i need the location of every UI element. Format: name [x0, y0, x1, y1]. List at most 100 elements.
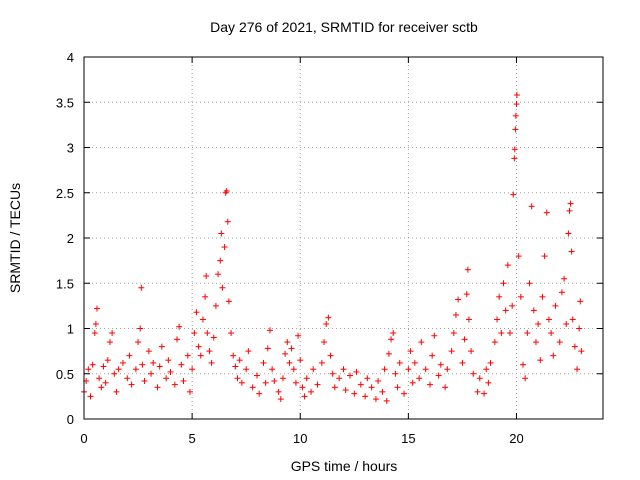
data-point [474, 388, 481, 395]
data-point [463, 291, 470, 298]
chart-title: Day 276 of 2021, SRMTID for receiver sct… [210, 19, 478, 35]
x-axis-label: GPS time / hours [291, 458, 398, 474]
data-point [236, 357, 243, 364]
data-point [530, 307, 537, 314]
data-point [141, 377, 148, 384]
data-point [550, 352, 557, 359]
data-point [290, 366, 297, 373]
data-point [364, 375, 371, 382]
data-point [577, 298, 584, 305]
data-point [165, 357, 172, 364]
data-point [262, 379, 269, 386]
data-point [223, 187, 230, 194]
x-tick-label: 0 [80, 431, 87, 446]
data-point [225, 298, 232, 305]
data-point [405, 366, 412, 373]
data-point [85, 366, 92, 373]
data-point [357, 381, 364, 388]
data-point [93, 305, 100, 312]
data-point [204, 330, 211, 337]
data-point [336, 375, 343, 382]
data-point [504, 262, 511, 269]
data-point [115, 366, 122, 373]
data-points [81, 92, 585, 404]
data-point [574, 366, 581, 373]
data-point [154, 384, 161, 391]
data-point [431, 332, 438, 339]
data-point [106, 339, 113, 346]
data-point [282, 350, 289, 357]
data-point [308, 388, 315, 395]
data-point [515, 253, 522, 260]
data-point [556, 339, 563, 346]
data-point [511, 146, 518, 153]
data-point [202, 293, 209, 300]
data-point [362, 393, 369, 400]
data-point [156, 363, 163, 370]
data-point [98, 384, 105, 391]
y-tick-label: 2.5 [56, 186, 74, 201]
data-point [448, 348, 455, 355]
data-point [275, 388, 282, 395]
data-point [545, 316, 552, 323]
data-point [128, 381, 135, 388]
data-point [299, 384, 306, 391]
data-point [245, 348, 252, 355]
data-point [266, 327, 273, 334]
data-point [510, 191, 517, 198]
data-point [539, 293, 546, 300]
data-point [351, 390, 358, 397]
data-point [195, 343, 202, 350]
data-point [452, 311, 459, 318]
data-point [427, 381, 433, 388]
data-point [218, 230, 225, 237]
axis-ticks: 0 0.5 1 1.5 2 2.5 3 3.5 4 0 5 10 15 20 [56, 50, 603, 446]
data-point [532, 339, 539, 346]
data-point [206, 348, 213, 355]
data-point [217, 257, 224, 264]
data-point [303, 375, 310, 382]
data-point [104, 357, 111, 364]
data-point [502, 307, 509, 314]
data-point [203, 273, 210, 280]
data-point [416, 375, 423, 382]
plot-frame [83, 56, 604, 420]
data-point [578, 348, 585, 355]
x-tick-label: 20 [509, 431, 523, 446]
data-point [91, 330, 98, 337]
data-point [113, 388, 120, 395]
data-point [318, 359, 325, 366]
data-point [176, 323, 183, 330]
data-point [87, 393, 94, 400]
data-point [567, 200, 574, 207]
data-point [184, 352, 191, 359]
data-point [323, 320, 330, 327]
data-point [455, 296, 462, 303]
data-point [576, 325, 583, 332]
data-point [522, 375, 529, 382]
data-point [496, 293, 503, 300]
data-point [507, 330, 514, 337]
y-tick-label: 0 [67, 412, 74, 427]
data-point [297, 357, 304, 364]
data-point [435, 372, 442, 379]
data-point [468, 348, 475, 355]
data-point [137, 325, 144, 332]
data-point [571, 343, 578, 350]
data-point [277, 396, 284, 403]
data-point [186, 388, 193, 395]
data-point [487, 359, 494, 366]
data-point [470, 370, 477, 377]
data-point [96, 375, 103, 382]
x-tick-label: 15 [401, 431, 415, 446]
y-tick-label: 1.5 [56, 276, 74, 291]
data-point [500, 280, 507, 287]
data-point [109, 330, 116, 337]
data-point [444, 366, 451, 373]
data-point [485, 379, 492, 386]
x-tick-label: 10 [293, 431, 307, 446]
data-point [219, 284, 226, 291]
data-point [409, 379, 416, 386]
data-point [199, 316, 206, 323]
data-point [197, 352, 204, 359]
